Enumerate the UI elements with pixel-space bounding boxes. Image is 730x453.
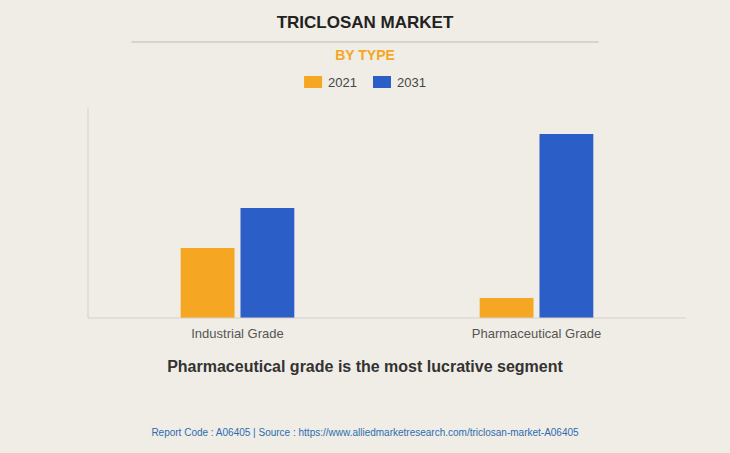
title-rule [131,42,598,43]
x-tick-label: Industrial Grade [191,326,284,341]
bar [181,248,235,318]
background [0,0,730,453]
bar [240,208,294,318]
bars [181,134,594,318]
legend: 2021 2031 [304,75,426,90]
x-axis-line [88,318,686,319]
legend-label: 2021 [328,75,357,90]
y-axis-line [88,108,89,318]
legend-swatch [373,76,391,88]
title: TRICLOSAN MARKET [277,13,454,32]
bottom-note: Pharmaceutical grade is the most lucrati… [167,358,563,375]
subtitle: BY TYPE [335,47,395,63]
bar [539,134,593,318]
legend-label: 2031 [397,75,426,90]
x-tick-label: Pharmaceutical Grade [472,326,601,341]
legend-swatch [304,76,322,88]
footer: Report Code : A06405 | Source : https://… [151,427,579,438]
chart-container: TRICLOSAN MARKET BY TYPE Industrial Grade P… [0,0,730,453]
bar [480,298,534,318]
chart-svg: TRICLOSAN MARKET BY TYPE Industrial Grade P… [0,0,730,453]
